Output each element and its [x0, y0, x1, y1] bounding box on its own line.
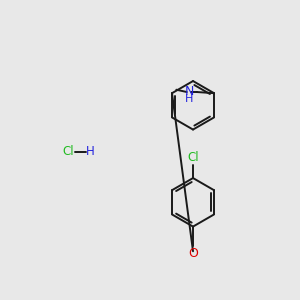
Text: Cl: Cl: [187, 151, 199, 164]
Text: N: N: [185, 85, 194, 98]
Text: H: H: [86, 145, 94, 158]
Text: H: H: [185, 94, 194, 104]
Text: O: O: [188, 248, 198, 260]
Text: Cl: Cl: [62, 145, 74, 158]
